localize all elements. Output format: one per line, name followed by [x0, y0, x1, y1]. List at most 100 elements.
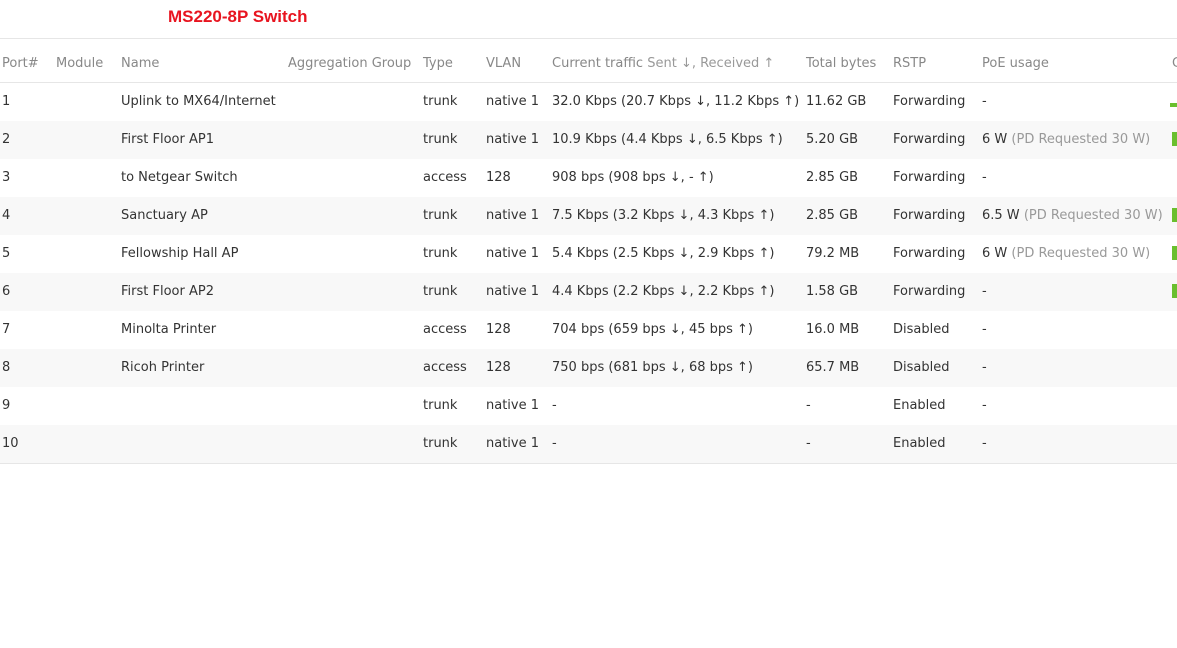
table-row[interactable]: 7 Minolta Printer access 128 704 bps (659 bp… — [0, 311, 1177, 349]
name-cell[interactable]: Minolta Printer — [121, 322, 217, 337]
col-vlan[interactable]: VLAN — [486, 56, 522, 71]
table-row[interactable]: 10 trunk native 1- - Enabled - — [0, 425, 1177, 464]
table-row[interactable]: 8 Ricoh Printer access 128 750 bps (681 bps … — [0, 349, 1177, 387]
port-cell: 1 — [2, 94, 11, 109]
total-bytes-cell: - — [806, 436, 811, 451]
rstp-cell: Forwarding — [893, 132, 966, 147]
traffic-cell: 908 bps (908 bps ↓, - ↑) — [552, 170, 714, 185]
vlan-cell: native 1 — [486, 284, 540, 299]
col-aggregation[interactable]: Aggregation Group — [288, 56, 412, 71]
traffic-cell: 4.4 Kbps (2.2 Kbps ↓, 2.2 Kbps ↑) — [552, 284, 775, 299]
table-row[interactable]: 6 First Floor AP2 trunk native 1 4.4 Kbps (2… — [0, 273, 1177, 311]
table-row[interactable]: 1 Uplink to MX64/Internet trunk native 1 32.… — [0, 83, 1177, 121]
poe-cell: 6 W (PD Requested 30 W) — [982, 121, 1150, 159]
total-bytes-cell: 79.2 MB — [806, 246, 860, 261]
name-cell[interactable]: First Floor AP2 — [121, 284, 214, 299]
port-status-icon[interactable] — [1172, 246, 1177, 260]
type-cell: trunk — [423, 94, 458, 109]
rstp-cell: Forwarding — [893, 208, 966, 223]
port-cell: 8 — [2, 360, 11, 375]
poe-value: 6.5 W — [982, 208, 1020, 223]
poe-cell: - — [982, 349, 987, 387]
rstp-cell: Forwarding — [893, 170, 966, 185]
type-cell: trunk — [423, 208, 458, 223]
rstp-cell: Forwarding — [893, 284, 966, 299]
col-cut-off[interactable]: C — [1172, 56, 1177, 71]
traffic-cell: 704 bps (659 bps ↓, 45 bps ↑) — [552, 322, 753, 337]
poe-value: 6 W — [982, 132, 1008, 147]
table-row[interactable]: 3 to Netgear Switch access 128 908 bps (908 … — [0, 159, 1177, 197]
traffic-cell: 32.0 Kbps (20.7 Kbps ↓, 11.2 Kbps ↑) — [552, 94, 800, 109]
table-header: Port# Module Name Aggregation Group Type… — [0, 39, 1177, 83]
traffic-cell: 7.5 Kbps (3.2 Kbps ↓, 4.3 Kbps ↑) — [552, 208, 775, 223]
poe-cell: - — [982, 311, 987, 349]
type-cell: access — [423, 322, 467, 337]
type-cell: trunk — [423, 132, 458, 147]
poe-cell: - — [982, 387, 987, 425]
port-status-icon[interactable] — [1172, 132, 1177, 146]
port-status-icon[interactable] — [1172, 284, 1177, 298]
port-cell: 5 — [2, 246, 11, 261]
traffic-cell: - — [552, 436, 557, 451]
col-name[interactable]: Name — [121, 56, 160, 71]
col-traffic-label: Current traffic — [552, 56, 644, 71]
traffic-cell: 5.4 Kbps (2.5 Kbps ↓, 2.9 Kbps ↑) — [552, 246, 775, 261]
poe-value: - — [982, 322, 987, 337]
col-total-bytes[interactable]: Total bytes — [806, 56, 877, 71]
vlan-cell: native 1 — [486, 246, 540, 261]
vlan-cell: native 1 — [486, 398, 540, 413]
port-cell: 2 — [2, 132, 11, 147]
total-bytes-cell: - — [806, 398, 811, 413]
port-cell: 7 — [2, 322, 11, 337]
poe-value: - — [982, 284, 987, 299]
rstp-cell: Forwarding — [893, 246, 966, 261]
vlan-cell: native 1 — [486, 436, 540, 451]
total-bytes-cell: 2.85 GB — [806, 208, 859, 223]
poe-requested: (PD Requested 30 W) — [1011, 132, 1151, 147]
poe-cell: - — [982, 159, 987, 197]
col-traffic-sub: Sent ↓, Received ↑ — [647, 56, 775, 71]
poe-requested: (PD Requested 30 W) — [1023, 208, 1163, 223]
name-cell[interactable]: Uplink to MX64/Internet — [121, 94, 276, 109]
port-cell: 10 — [2, 436, 19, 451]
name-cell[interactable]: Ricoh Printer — [121, 360, 205, 375]
total-bytes-cell: 1.58 GB — [806, 284, 859, 299]
table-row[interactable]: 4 Sanctuary AP trunk native 1 7.5 Kbps (3.2 … — [0, 197, 1177, 235]
total-bytes-cell: 16.0 MB — [806, 322, 860, 337]
vlan-cell: 128 — [486, 170, 511, 185]
port-cell: 6 — [2, 284, 11, 299]
poe-cell: - — [982, 273, 987, 311]
port-status-icon[interactable] — [1172, 208, 1177, 222]
poe-requested: (PD Requested 30 W) — [1011, 246, 1151, 261]
table-row[interactable]: 9 trunk native 1- - Enabled - — [0, 387, 1177, 425]
table-row[interactable]: 5 Fellowship Hall AP trunk native 1 5.4 Kbps… — [0, 235, 1177, 273]
rstp-cell: Enabled — [893, 398, 946, 413]
page-title: MS220-8P Switch — [168, 7, 308, 26]
col-port[interactable]: Port# — [2, 56, 39, 71]
poe-value: - — [982, 170, 987, 185]
type-cell: trunk — [423, 246, 458, 261]
type-cell: access — [423, 360, 467, 375]
col-poe[interactable]: PoE usage — [982, 56, 1049, 71]
col-type[interactable]: Type — [423, 56, 453, 71]
type-cell: trunk — [423, 284, 458, 299]
type-cell: access — [423, 170, 467, 185]
poe-cell: - — [982, 83, 987, 121]
name-cell[interactable]: Sanctuary AP — [121, 208, 208, 223]
port-cell: 9 — [2, 398, 11, 413]
rstp-cell: Forwarding — [893, 94, 966, 109]
table-row[interactable]: 2 First Floor AP1 trunk native 1 10.9 Kbps (… — [0, 121, 1177, 159]
name-cell[interactable]: Fellowship Hall AP — [121, 246, 239, 261]
vlan-cell: 128 — [486, 322, 511, 337]
total-bytes-cell: 5.20 GB — [806, 132, 859, 147]
port-cell: 3 — [2, 170, 11, 185]
rstp-cell: Disabled — [893, 322, 950, 337]
name-cell[interactable]: First Floor AP1 — [121, 132, 214, 147]
port-cell: 4 — [2, 208, 11, 223]
poe-cell: - — [982, 425, 987, 463]
port-status-icon[interactable] — [1170, 103, 1177, 107]
col-traffic[interactable]: Current traffic Sent ↓, Received ↑ — [552, 39, 774, 88]
name-cell[interactable]: to Netgear Switch — [121, 170, 238, 185]
col-rstp[interactable]: RSTP — [893, 56, 927, 71]
col-module[interactable]: Module — [56, 56, 104, 71]
